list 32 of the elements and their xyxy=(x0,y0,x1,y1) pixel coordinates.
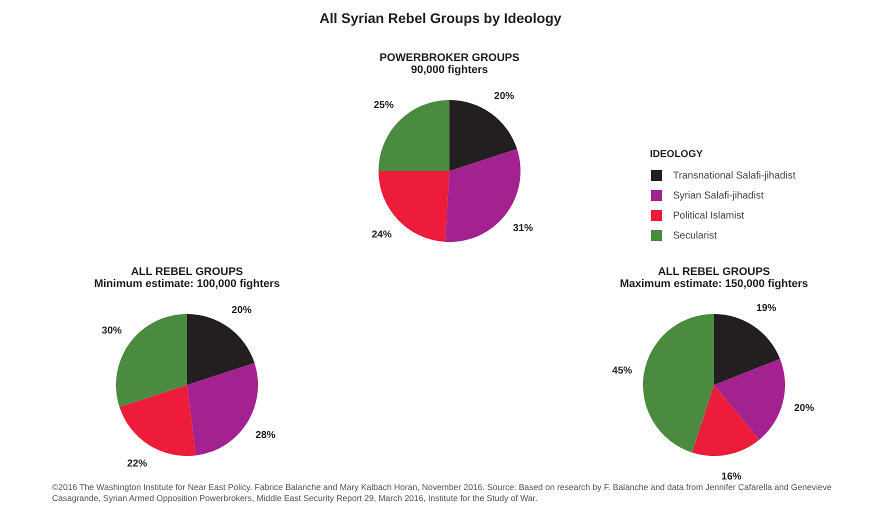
legend-label: Syrian Salafi-jihadist xyxy=(673,190,764,202)
data-label: 25% xyxy=(374,100,394,112)
chart-title: ALL REBEL GROUPS xyxy=(130,266,244,278)
pie-slice xyxy=(119,385,196,456)
chart-subtitle: Maximum estimate: 150,000 fighters xyxy=(620,278,808,290)
pie-slice xyxy=(187,314,255,385)
data-label: 28% xyxy=(256,430,276,441)
data-label: 20% xyxy=(794,403,814,414)
data-label: 20% xyxy=(494,90,514,102)
legend-label: Transnational Salafi-jihadist xyxy=(673,170,796,182)
pie-slice xyxy=(714,314,780,385)
data-label: 22% xyxy=(127,458,148,470)
chart-subtitle: 90,000 fighters xyxy=(410,64,488,76)
pie-slice xyxy=(450,100,518,171)
data-label: 45% xyxy=(612,365,632,376)
text: ©2016 The Washington Institute for Near East Policy. Fabrice Balanche and Mary Kalbach Horan, November 2016. Source: Based on research by F. Balanche and data from Jennifer Cafarella and Genevieve Casagrande, Syrian Armed Opposition Powerbrokers, Middle East Security Report 29, March 2016, Institute for the Study of War. xyxy=(52,482,833,504)
data-label: 31% xyxy=(512,223,534,234)
chart-title: ALL REBEL GROUPS xyxy=(658,266,770,278)
legend-label: Secularist xyxy=(673,230,718,242)
legend-label: Political Islamist xyxy=(673,210,744,222)
data-label: 20% xyxy=(232,304,252,316)
text: All Syrian Rebel Groups by Ideology xyxy=(318,10,562,26)
legend-title: IDEOLOGY xyxy=(650,149,704,160)
chart-subtitle: Minimum estimate: 100,000 fighters xyxy=(94,278,280,290)
chart-title: POWERBROKER GROUPS xyxy=(380,52,520,64)
data-label: 24% xyxy=(372,230,392,241)
data-label: 19% xyxy=(756,303,776,314)
data-label: 16% xyxy=(721,471,742,482)
pie-slice xyxy=(692,385,760,456)
pie-slice xyxy=(643,314,714,453)
data-label: 30% xyxy=(102,325,122,336)
pie-slice xyxy=(714,358,785,440)
